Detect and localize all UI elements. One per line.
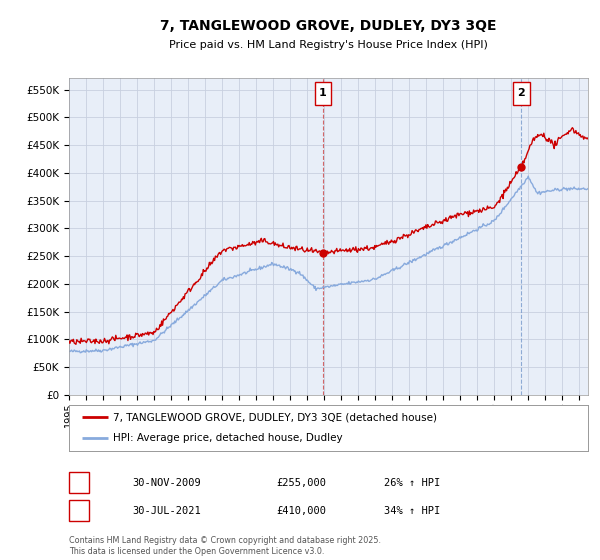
Text: 2: 2 — [517, 88, 525, 99]
Text: £255,000: £255,000 — [276, 478, 326, 488]
Text: £410,000: £410,000 — [276, 506, 326, 516]
Text: 1: 1 — [319, 88, 327, 99]
Text: 30-NOV-2009: 30-NOV-2009 — [132, 478, 201, 488]
Text: 26% ↑ HPI: 26% ↑ HPI — [384, 478, 440, 488]
Text: 7, TANGLEWOOD GROVE, DUDLEY, DY3 3QE: 7, TANGLEWOOD GROVE, DUDLEY, DY3 3QE — [160, 18, 497, 32]
Title: Price paid vs. HM Land Registry's House Price Index (HPI): Price paid vs. HM Land Registry's House … — [169, 40, 488, 50]
Text: 7, TANGLEWOOD GROVE, DUDLEY, DY3 3QE (detached house): 7, TANGLEWOOD GROVE, DUDLEY, DY3 3QE (de… — [113, 412, 437, 422]
FancyBboxPatch shape — [314, 82, 331, 105]
Text: 34% ↑ HPI: 34% ↑ HPI — [384, 506, 440, 516]
FancyBboxPatch shape — [513, 82, 530, 105]
Text: Contains HM Land Registry data © Crown copyright and database right 2025.
This d: Contains HM Land Registry data © Crown c… — [69, 536, 381, 556]
Text: HPI: Average price, detached house, Dudley: HPI: Average price, detached house, Dudl… — [113, 433, 343, 444]
Text: 30-JUL-2021: 30-JUL-2021 — [132, 506, 201, 516]
Text: 1: 1 — [75, 478, 83, 488]
Text: 2: 2 — [75, 506, 83, 516]
